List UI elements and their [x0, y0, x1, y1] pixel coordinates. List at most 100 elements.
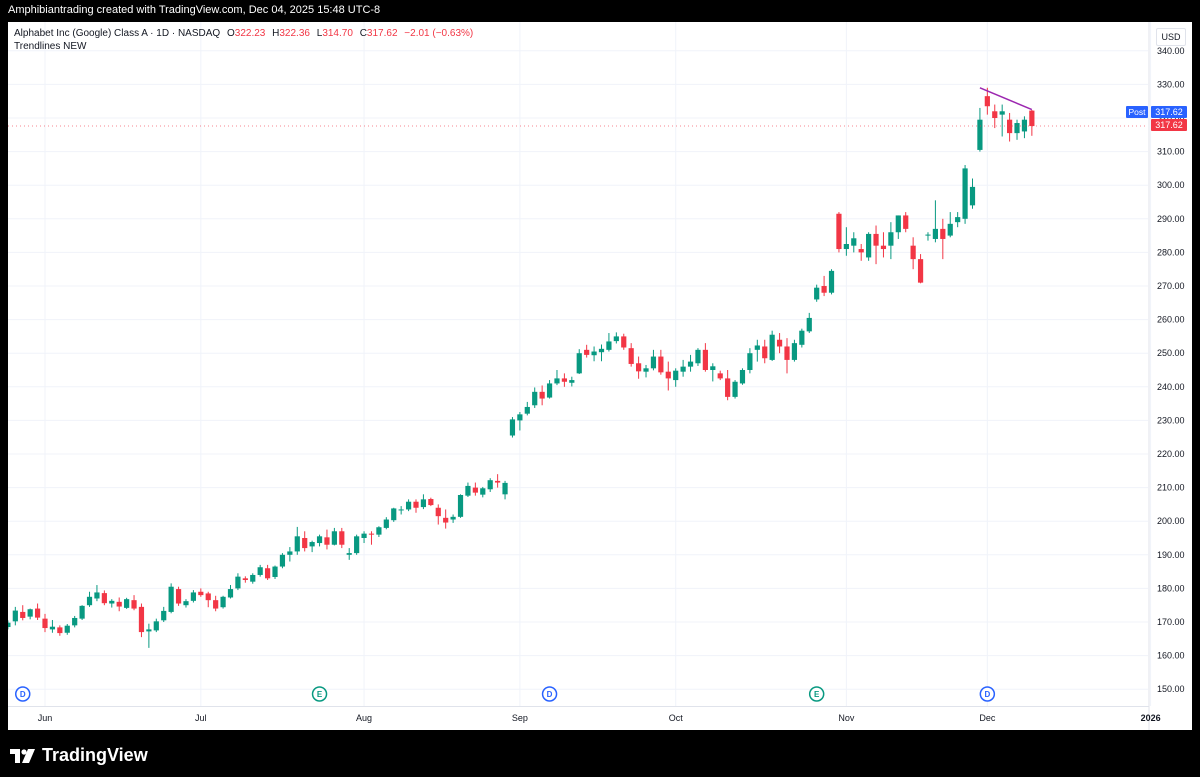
candle-body	[383, 519, 389, 528]
snapshot-caption: Amphibiantrading created with TradingVie…	[8, 4, 381, 16]
snapshot-header: Amphibiantrading created with TradingVie…	[0, 0, 1200, 22]
x-tick-label: Jul	[195, 713, 207, 723]
candle-body	[628, 348, 634, 364]
candle-body	[680, 366, 686, 372]
candle-body	[64, 625, 70, 633]
candle-body	[576, 353, 582, 374]
candle-body	[220, 596, 226, 608]
candle-body	[175, 589, 182, 604]
earnings-event-icon[interactable]: E	[808, 686, 825, 702]
candle-body	[346, 553, 352, 555]
symbol-legend: Alphabet Inc (Google) Class A · 1D · NAS…	[14, 28, 473, 39]
candle-body	[925, 234, 931, 236]
candle-body	[546, 383, 553, 398]
candle-body	[947, 223, 953, 236]
candle-body	[34, 608, 41, 618]
y-tick-label: 290.00	[1157, 214, 1185, 224]
x-tick-label: 2026	[1141, 713, 1161, 723]
candle-body	[109, 600, 115, 604]
candle-body	[598, 348, 605, 353]
y-tick-label: 270.00	[1157, 281, 1185, 291]
candle-body	[287, 551, 293, 555]
candle-body	[502, 482, 508, 495]
candle-body	[969, 186, 976, 206]
candle-body	[161, 610, 167, 621]
dividend-event-icon[interactable]: D	[14, 686, 31, 702]
brand-name: TradingView	[42, 745, 148, 765]
x-tick-label: Nov	[838, 713, 855, 723]
brand: TradingView	[10, 745, 148, 766]
candle-body	[131, 600, 137, 609]
x-tick-label: Sep	[512, 713, 528, 723]
currency-label[interactable]: USD	[1156, 28, 1186, 46]
candle-body	[739, 370, 746, 384]
open-label: O	[226, 28, 235, 39]
candle-body	[836, 213, 842, 250]
svg-text:D: D	[20, 690, 26, 699]
candle-body	[1029, 110, 1035, 127]
candle-body	[776, 339, 783, 347]
candle-body	[72, 617, 78, 626]
y-tick-label: 210.00	[1157, 483, 1185, 493]
x-tick-label: Dec	[979, 713, 996, 723]
y-tick-label: 280.00	[1157, 247, 1185, 257]
candle-body	[242, 578, 248, 580]
candle-body	[302, 538, 308, 549]
candle-body	[636, 363, 642, 372]
earnings-event-icon[interactable]: E	[311, 686, 328, 702]
candle-body	[279, 554, 286, 567]
symbol-name[interactable]: Alphabet Inc (Google) Class A · 1D · NAS…	[14, 28, 221, 39]
candle-body	[561, 378, 567, 382]
candle-body	[962, 168, 968, 219]
candle-body	[94, 592, 100, 599]
last-price-tag: 317.62	[1151, 118, 1187, 131]
candle-body	[613, 336, 619, 342]
candle-body	[443, 517, 449, 523]
candle-body	[250, 574, 256, 582]
candle-body	[725, 378, 731, 397]
y-tick-label: 320.00	[1157, 113, 1185, 123]
candle-body	[762, 346, 768, 359]
candle-body	[806, 317, 812, 332]
y-tick-label: 340.00	[1157, 46, 1185, 56]
candle-body	[695, 349, 701, 364]
candle-body	[398, 509, 404, 511]
close-value: 317.62	[366, 28, 398, 39]
candle-body	[888, 232, 894, 246]
candlestick-chart[interactable]: 150.00 160.00 170.00 180.00 190.00 200.00 210.…	[8, 22, 1192, 730]
x-tick-label: Aug	[356, 713, 372, 723]
candle-body	[643, 368, 649, 372]
dividend-event-icon[interactable]: D	[541, 686, 558, 702]
candle-body	[391, 508, 397, 521]
candle-body	[814, 287, 820, 300]
candle-body	[235, 576, 241, 589]
candle-body	[480, 488, 486, 495]
candle-body	[710, 366, 716, 370]
candle-body	[917, 259, 924, 283]
candle-body	[717, 373, 723, 379]
last-price-value: 317.62	[1155, 120, 1183, 130]
candle-body	[999, 111, 1005, 115]
candle-body	[413, 501, 419, 508]
candle-body	[49, 626, 56, 630]
candle-body	[910, 245, 916, 260]
candle-body	[984, 96, 990, 107]
candle-body	[769, 334, 775, 360]
candle-body	[361, 533, 367, 538]
candle-body	[146, 629, 152, 632]
candle-body	[940, 228, 946, 239]
candle-body	[168, 586, 174, 612]
candle-body	[450, 516, 456, 520]
candle-body	[524, 406, 530, 414]
post-price-tag: Post 317.62	[1126, 105, 1187, 118]
candle-body	[472, 487, 478, 493]
indicator-legend[interactable]: Trendlines NEW	[14, 41, 87, 52]
low-label: L	[316, 28, 323, 39]
candle-body	[190, 592, 196, 601]
change-value: −2.01 (−0.63%)	[404, 28, 474, 39]
svg-text:E: E	[814, 690, 820, 699]
dividend-event-icon[interactable]: D	[979, 686, 996, 702]
y-tick-label: 150.00	[1157, 684, 1185, 694]
candle-body	[153, 621, 159, 631]
candle-body	[86, 596, 93, 606]
